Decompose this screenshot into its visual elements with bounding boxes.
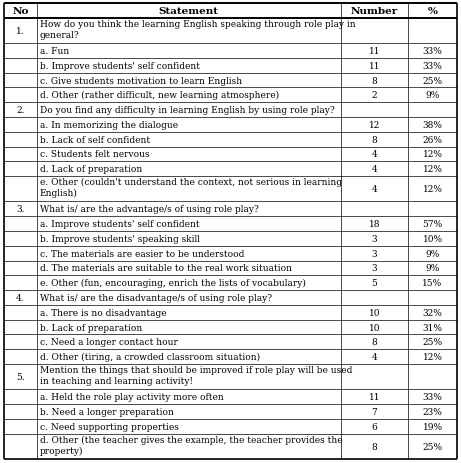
Text: 2: 2: [372, 91, 378, 100]
Text: Mention the things that should be improved if role play will be used: Mention the things that should be improv…: [40, 365, 352, 374]
Text: 33%: 33%: [423, 47, 443, 56]
Text: property): property): [40, 446, 83, 455]
Text: b. Improve students' self confident: b. Improve students' self confident: [40, 62, 200, 71]
Text: 5: 5: [372, 279, 378, 288]
Text: 3.: 3.: [16, 205, 24, 214]
Text: 4: 4: [372, 150, 378, 159]
Text: general?: general?: [40, 31, 79, 40]
Text: 33%: 33%: [423, 62, 443, 71]
Text: 8: 8: [372, 135, 378, 144]
Text: 4: 4: [372, 185, 378, 194]
Text: 8: 8: [372, 442, 378, 451]
Text: 33%: 33%: [423, 392, 443, 401]
Text: English): English): [40, 189, 77, 198]
Text: 11: 11: [369, 62, 380, 71]
Text: 3: 3: [372, 234, 378, 244]
Text: 4: 4: [372, 165, 378, 174]
Text: c. The materials are easier to be understood: c. The materials are easier to be unders…: [40, 249, 244, 258]
Text: d. Other (the teacher gives the example, the teacher provides the: d. Other (the teacher gives the example,…: [40, 435, 342, 444]
Text: 18: 18: [369, 219, 380, 229]
Text: e. Other (couldn't understand the context, not serious in learning: e. Other (couldn't understand the contex…: [40, 178, 342, 187]
Text: 12%: 12%: [423, 150, 443, 159]
Text: What is/ are the advantage/s of using role play?: What is/ are the advantage/s of using ro…: [40, 205, 258, 214]
Text: 4: 4: [372, 352, 378, 361]
Text: 7: 7: [372, 407, 378, 416]
Text: c. Give students motivation to learn English: c. Give students motivation to learn Eng…: [40, 76, 242, 85]
Text: 5.: 5.: [16, 372, 25, 382]
Text: 8: 8: [372, 76, 378, 85]
Text: a. Held the role play activity more often: a. Held the role play activity more ofte…: [40, 392, 224, 401]
Text: 23%: 23%: [423, 407, 443, 416]
Text: 3: 3: [372, 249, 378, 258]
Text: a. Improve students' self confident: a. Improve students' self confident: [40, 219, 199, 229]
Text: 12: 12: [369, 121, 380, 130]
Text: 2.: 2.: [16, 106, 24, 115]
Text: d. Other (tiring, a crowded classroom situation): d. Other (tiring, a crowded classroom si…: [40, 352, 260, 362]
Text: 4.: 4.: [16, 294, 24, 302]
Text: What is/ are the disadvantage/s of using role play?: What is/ are the disadvantage/s of using…: [40, 294, 272, 302]
Text: Statement: Statement: [159, 7, 219, 16]
Text: a. In memorizing the dialogue: a. In memorizing the dialogue: [40, 121, 178, 130]
Text: %: %: [428, 7, 437, 16]
Text: 57%: 57%: [422, 219, 443, 229]
Text: b. Need a longer preparation: b. Need a longer preparation: [40, 407, 173, 416]
Text: 10: 10: [369, 323, 380, 332]
Text: 6: 6: [372, 422, 378, 431]
Text: c. Need supporting properties: c. Need supporting properties: [40, 422, 178, 431]
Text: 26%: 26%: [423, 135, 443, 144]
Text: a. There is no disadvantage: a. There is no disadvantage: [40, 308, 166, 317]
Text: 12%: 12%: [423, 165, 443, 174]
Text: 9%: 9%: [426, 249, 440, 258]
Text: 3: 3: [372, 264, 378, 273]
Text: 38%: 38%: [423, 121, 443, 130]
Text: b. Lack of self confident: b. Lack of self confident: [40, 135, 150, 144]
Text: e. Other (fun, encouraging, enrich the lists of vocabulary): e. Other (fun, encouraging, enrich the l…: [40, 279, 306, 288]
Text: No: No: [12, 7, 29, 16]
Text: c. Need a longer contact hour: c. Need a longer contact hour: [40, 338, 177, 347]
Text: 12%: 12%: [423, 185, 443, 194]
Text: 31%: 31%: [423, 323, 443, 332]
Text: d. Lack of preparation: d. Lack of preparation: [40, 165, 142, 174]
Text: 11: 11: [369, 392, 380, 401]
Text: in teaching and learning activity!: in teaching and learning activity!: [40, 376, 193, 385]
Text: Number: Number: [351, 7, 398, 16]
Text: 8: 8: [372, 338, 378, 347]
Text: 25%: 25%: [422, 338, 443, 347]
Text: 25%: 25%: [422, 76, 443, 85]
Text: 1.: 1.: [16, 27, 24, 36]
Text: 11: 11: [369, 47, 380, 56]
Text: How do you think the learning English speaking through role play in: How do you think the learning English sp…: [40, 20, 355, 29]
Text: 32%: 32%: [423, 308, 443, 317]
Text: a. Fun: a. Fun: [40, 47, 69, 56]
Text: 25%: 25%: [422, 442, 443, 451]
Text: 10: 10: [369, 308, 380, 317]
Text: 9%: 9%: [426, 91, 440, 100]
Text: 19%: 19%: [422, 422, 443, 431]
Text: Do you find any difficulty in learning English by using role play?: Do you find any difficulty in learning E…: [40, 106, 334, 115]
Text: b. Improve students' speaking skill: b. Improve students' speaking skill: [40, 234, 200, 244]
Text: 10%: 10%: [422, 234, 443, 244]
Text: 9%: 9%: [426, 264, 440, 273]
Text: d. The materials are suitable to the real work situation: d. The materials are suitable to the rea…: [40, 264, 292, 273]
Text: b. Lack of preparation: b. Lack of preparation: [40, 323, 142, 332]
Text: 12%: 12%: [423, 352, 443, 361]
Text: d. Other (rather difficult, new learning atmosphere): d. Other (rather difficult, new learning…: [40, 91, 279, 100]
Text: c. Students felt nervous: c. Students felt nervous: [40, 150, 149, 159]
Text: 15%: 15%: [422, 279, 443, 288]
